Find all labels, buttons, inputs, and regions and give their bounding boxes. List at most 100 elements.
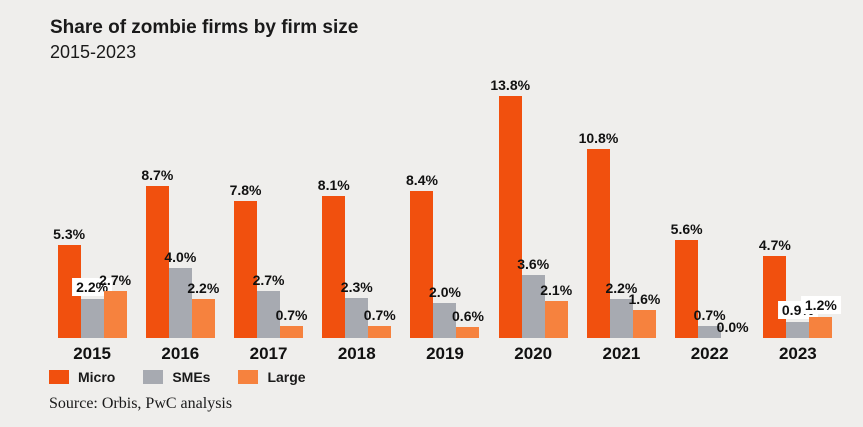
bar-group-2016: 8.7% 4.0% 2.2% [136,167,224,338]
bar-smes-2015: 2.2% [72,277,113,338]
bar-value-label: 10.8% [578,129,619,146]
bar-smes-2016: 4.0% [164,249,196,338]
x-axis-label-2018: 2018 [337,344,376,363]
chart-title: Share of zombie firms by firm size [50,17,359,38]
bar-value-label: 0.7% [363,306,396,323]
bar-micro-2022: 5.6% [671,221,703,338]
bar-smes-2019: 2.0% [429,284,461,338]
bar-fill [103,291,127,338]
bar-fill [368,326,392,338]
plot-area: 5.3% 2.2% 2.7% 8.7% 4.0% 2.2% 7.8% 2.7% 0.7% 8.1%… [48,70,842,364]
legend-label: SMEs [172,369,211,385]
bar-value-label: 5.3% [53,225,86,242]
x-axis-label-2015: 2015 [73,344,112,363]
bar-fill [410,191,434,338]
bar-fill [763,256,787,338]
bar-fill [191,299,215,338]
bar-fill [609,299,633,338]
bar-group-2022: 5.6% 0.7% 0.0% [666,221,754,338]
title-block: Share of zombie firms by firm size 2015-… [50,16,358,63]
bar-micro-2019: 8.4% [406,172,438,338]
x-axis-label-2021: 2021 [602,344,641,363]
legend-swatch-large [238,370,259,384]
bar-fill [433,303,457,338]
bar-fill [786,322,810,338]
x-axis-label-2023: 2023 [778,344,817,363]
legend-swatch-smes [143,370,164,384]
bar-value-label: 8.4% [406,171,438,188]
bar-fill [322,196,346,338]
bar-smes-2022: 0.7% [694,307,726,338]
bar-micro-2020: 13.8% [490,77,530,338]
legend-item-micro: Micro [49,369,115,385]
bar-group-2015: 5.3% 2.2% 2.7% [48,226,136,338]
bar-group-2020: 13.8% 3.6% 2.1% [489,77,577,338]
bar-value-label: 2.2% [72,277,113,296]
x-axis-label-2016: 2016 [161,344,200,363]
bar-fill [521,275,545,338]
legend-item-large: Large [238,369,306,385]
bar-micro-2023: 4.7% [759,237,791,338]
bar-fill [632,310,656,338]
bar-value-label: 0.7% [275,306,308,323]
bar-fill [257,291,281,338]
bar-fill [456,327,480,338]
bar-smes-2023: 0.9% [777,300,818,338]
bar-value-label: 2.2% [187,279,220,296]
bar-fill [586,149,610,338]
bar-value-label: 2.1% [540,281,573,298]
bar-value-label: 4.0% [164,248,197,265]
bar-fill [80,299,104,338]
bar-fill [234,201,258,338]
bar-large-2015: 2.7% [99,272,131,338]
bar-value-label: 0.6% [452,307,484,324]
bar-fill [145,186,169,338]
bar-value-label: 2.0% [429,283,461,300]
bar-large-2023: 1.2% [800,295,841,338]
bar-smes-2020: 3.6% [517,256,549,338]
bar-large-2021: 1.6% [628,291,660,338]
bar-micro-2018: 8.1% [318,177,350,338]
x-axis-label-2020: 2020 [514,344,553,363]
bar-value-label: 7.8% [229,181,262,198]
legend-label: Large [267,369,306,385]
bar-value-label: 1.2% [800,295,841,314]
bar-large-2020: 2.1% [540,282,572,338]
bar-fill [544,301,568,338]
bar-fill [675,240,699,338]
bar-fill [168,268,192,338]
bar-smes-2018: 2.3% [341,279,373,338]
bar-large-2016: 2.2% [187,280,219,338]
bar-smes-2017: 2.7% [253,272,285,338]
bar-micro-2017: 7.8% [230,182,262,338]
legend-label: Micro [78,369,116,385]
bar-group-2018: 8.1% 2.3% 0.7% [313,177,401,338]
bar-smes-2021: 2.2% [605,280,637,338]
bar-group-2021: 10.8% 2.2% 1.6% [577,130,665,338]
bar-value-label: 13.8% [490,76,531,93]
source-text: Source: Orbis, PwC analysis [49,395,233,412]
bar-groups: 5.3% 2.2% 2.7% 8.7% 4.0% 2.2% 7.8% 2.7% 0.7% 8.1%… [48,70,842,338]
bar-fill [698,326,722,338]
bar-value-label: 3.6% [517,255,550,272]
bar-value-label: 8.1% [317,176,350,193]
bar-value-label: 1.6% [628,290,661,307]
bar-fill [498,96,522,338]
bar-fill [809,317,833,338]
bar-group-2017: 7.8% 2.7% 0.7% [224,182,312,338]
bar-value-label: 2.3% [340,278,373,295]
bar-fill [345,298,369,338]
bar-fill [57,245,81,338]
bar-group-2019: 8.4% 2.0% 0.6% [401,172,489,338]
x-axis-label-2019: 2019 [426,344,464,363]
bar-value-label: 2.2% [605,279,638,296]
bar-group-2023: 4.7% 0.9% 1.2% [754,237,842,338]
bar-large-2018: 0.7% [364,307,396,338]
chart-subtitle: 2015-2023 [50,41,137,62]
x-axis-label-2022: 2022 [690,344,729,363]
x-axis-label-2017: 2017 [249,344,288,363]
x-axis: 2015 2016 2017 2018 2019 2020 2021 2022 2023 [48,344,842,364]
bar-fill [280,326,304,338]
bar-value-label: 0.7% [693,306,726,323]
